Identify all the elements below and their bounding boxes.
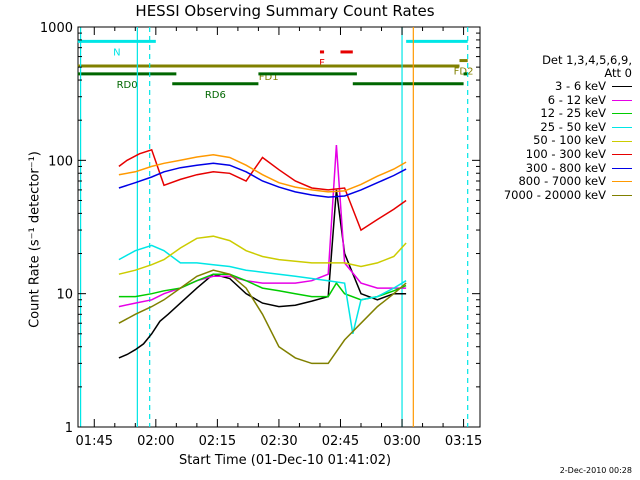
legend-item-label: 6 - 12 keV: [547, 92, 606, 107]
legend-item-label: 3 - 6 keV: [555, 79, 606, 93]
legend-item: 7000 - 20000 keV: [482, 187, 632, 203]
x-tick-label: 02:45: [322, 434, 359, 449]
series-line: [118, 244, 407, 334]
legend-item-label: 25 - 50 keV: [540, 119, 606, 134]
legend-item: 300 - 800 keV: [482, 160, 632, 176]
x-tick-label: 02:00: [137, 434, 174, 449]
series-line: [118, 189, 407, 359]
legend-item: 6 - 12 keV: [482, 92, 632, 108]
legend-item-label: 7000 - 20000 keV: [503, 187, 606, 202]
legend-item-label: 100 - 300 keV: [525, 146, 606, 161]
generated-timestamp: 2-Dec-2010 00:28: [559, 466, 632, 475]
vertical-markers: [79, 27, 469, 427]
series-line: [118, 145, 407, 308]
annotation-label: F: [319, 58, 325, 69]
series-line: [118, 148, 407, 232]
series-line: [118, 154, 407, 193]
series-line: [118, 269, 407, 365]
series-line: [118, 235, 407, 275]
legend-swatch: [612, 113, 632, 115]
legend-swatch: [612, 86, 632, 88]
legend-item: 50 - 100 keV: [482, 134, 632, 148]
legend-item: 100 - 300 keV: [482, 146, 632, 162]
annotation-label: RD0: [117, 80, 138, 91]
y-tick-label: 1: [65, 421, 73, 436]
chart-title: HESSI Observing Summary Count Rates: [135, 2, 435, 20]
legend-title-line-2: Att 0: [604, 66, 632, 80]
y-axis-label: Count Rate (s⁻¹ detector⁻¹): [27, 151, 43, 328]
annotation-label: RD6: [205, 90, 226, 101]
axis-ticks: 01:45 02:00 02:15 02:30 02:45 03:00 03:15 1 10 10…: [40, 21, 482, 449]
legend-item-label: 800 - 7000 keV: [518, 174, 606, 189]
legend-swatch: [612, 167, 632, 169]
x-tick-label: 03:00: [383, 434, 420, 449]
y-tick-label: 1000: [40, 21, 73, 36]
y-tick-label: 100: [48, 154, 73, 169]
series-lines: [118, 145, 407, 365]
legend: Det 1,3,4,5,6,9, Att 0 3 - 6 keV 6 - 12 k…: [482, 54, 632, 202]
plot-area-frame: [77, 26, 481, 428]
series-line: [118, 162, 407, 198]
legend-swatch: [612, 195, 632, 197]
legend-swatch: [612, 154, 632, 156]
annotation-label: N: [113, 47, 120, 58]
x-axis-label: Start Time (01-Dec-10 01:41:02): [178, 453, 392, 468]
x-tick-label: 02:15: [199, 434, 236, 449]
annotation-bars: N F FD1 FD2 RD0 RD6: [77, 39, 474, 101]
legend-title-line-1: Det 1,3,4,5,6,9,: [542, 53, 632, 67]
legend-item: 25 - 50 keV: [482, 119, 632, 135]
legend-item: 12 - 25 keV: [482, 107, 632, 121]
x-tick-label: 02:30: [260, 434, 297, 449]
series-line: [118, 273, 407, 301]
legend-swatch: [612, 181, 632, 183]
annotation-label: FD1: [259, 72, 279, 83]
legend-swatch: [612, 140, 632, 142]
legend-item-label: 300 - 800 keV: [525, 160, 606, 175]
legend-item: 800 - 7000 keV: [482, 175, 632, 189]
legend-item-label: 50 - 100 keV: [533, 133, 606, 148]
y-tick-label: 10: [56, 288, 73, 303]
legend-swatch: [612, 127, 632, 129]
x-tick-label: 01:45: [76, 434, 113, 449]
x-tick-label: 03:15: [445, 434, 482, 449]
legend-item: 3 - 6 keV: [482, 79, 632, 94]
legend-swatch: [612, 99, 632, 101]
legend-item-label: 12 - 25 keV: [540, 106, 606, 121]
annotation-label: FD2: [454, 67, 474, 78]
